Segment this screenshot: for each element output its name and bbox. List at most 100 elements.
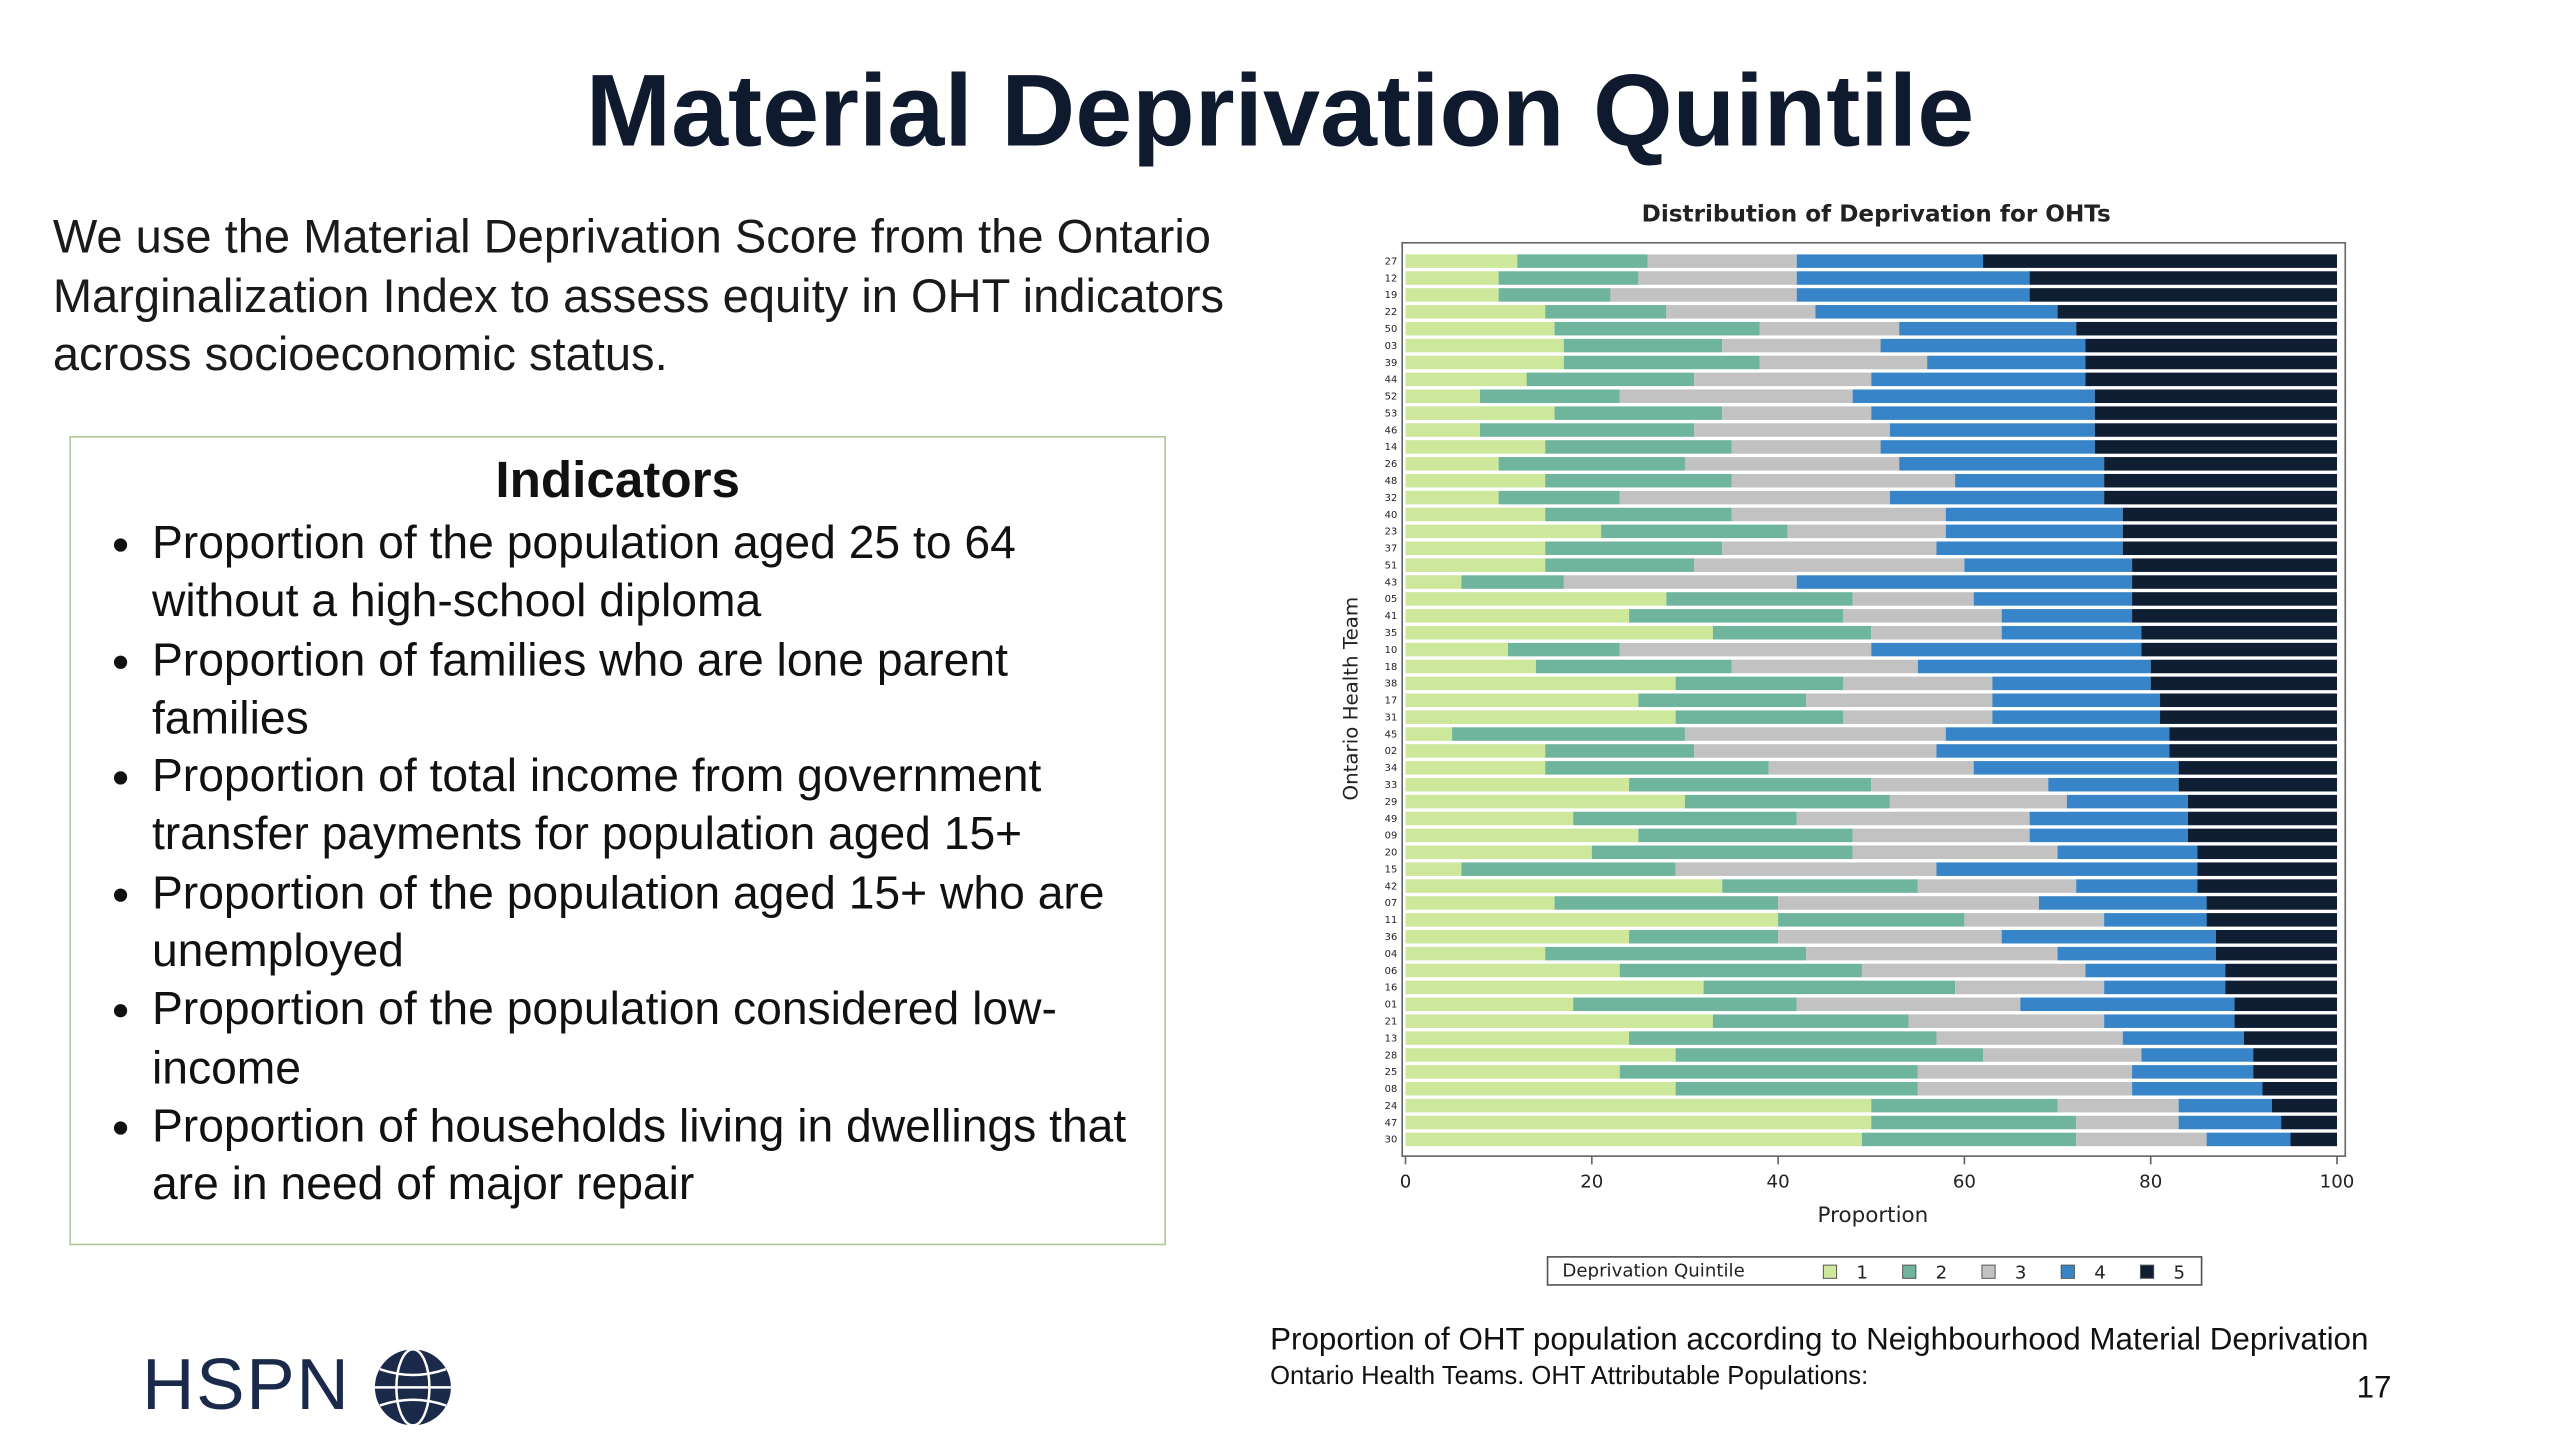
bar-segment [1871, 406, 2095, 420]
y-tick-label: 40 [1385, 510, 1398, 521]
bar-segment [1545, 761, 1769, 775]
bar-segment [2206, 913, 2338, 927]
bar-segment [2076, 1132, 2207, 1147]
bar-segment [1554, 896, 1779, 910]
bar-segment [1405, 473, 1546, 488]
logo-globe [374, 1348, 451, 1427]
bar-segment [1619, 490, 1890, 505]
bar-segment [1480, 389, 1620, 404]
bar-segment [1629, 777, 1872, 792]
bar-segment [1983, 1048, 2142, 1062]
bar-segment [1759, 321, 1900, 336]
indicator-heading: Indicators [495, 450, 741, 509]
bar-segment [2094, 440, 2338, 454]
y-tick-label: 09 [1385, 831, 1398, 842]
bar-segment [2085, 372, 2338, 387]
bar-segment [1638, 828, 1853, 843]
bar-segment [2197, 862, 2338, 876]
bar-segment [1927, 355, 2086, 370]
bar-segment [2187, 794, 2338, 809]
x-tick-label: 80 [2139, 1172, 2162, 1193]
bar-segment [1405, 828, 1639, 843]
bar-segment [1675, 1081, 1918, 1096]
bar-segment [1405, 777, 1630, 792]
y-tick-label: 18 [1385, 662, 1398, 673]
legend-box [1546, 1256, 2203, 1286]
y-tick-label: 41 [1385, 611, 1398, 622]
bar-segment [1563, 355, 1760, 370]
bar-segment [1535, 659, 1732, 674]
bar-segment [1545, 541, 1723, 556]
bar-segment [1796, 288, 2030, 302]
bar-segment [1545, 305, 1667, 319]
bar-segment [1405, 592, 1667, 606]
bar-segment [2029, 828, 2188, 843]
bar-segment [2132, 609, 2338, 623]
bar-segment [1405, 896, 1555, 910]
bar-segment [1573, 997, 1797, 1012]
bar-segment [1843, 609, 2002, 623]
y-tick-label: 35 [1385, 628, 1398, 639]
bar-segment [2225, 963, 2338, 978]
y-tick-label: 04 [1385, 949, 1398, 960]
bar-segment [1405, 1115, 1872, 1130]
legend-swatch [2139, 1264, 2155, 1279]
y-tick-label: 11 [1385, 915, 1398, 926]
bar-segment [2178, 761, 2338, 775]
caption: Proportion of OHT population according t… [1270, 1322, 2369, 1358]
bar-segment [1405, 997, 1574, 1012]
bar-segment [1675, 676, 1844, 691]
bar-segment [1554, 321, 1760, 336]
bar-segment [1936, 862, 2198, 876]
bar-segment [1405, 1132, 1862, 1147]
bar-segment [2132, 575, 2338, 589]
bar-segment [1405, 423, 1481, 437]
bar-segment [1405, 1081, 1676, 1096]
bar-segment [1405, 710, 1676, 724]
bar-segment [2085, 338, 2338, 353]
bar-segment [2057, 1098, 2179, 1113]
indicator-list: Proportion of the population aged 25 to … [71, 514, 1164, 1214]
bar-segment [2048, 777, 2179, 792]
bar-segment [1498, 288, 1611, 302]
bar-segment [2001, 625, 2142, 640]
bar-segment [1843, 710, 1993, 724]
chart-title: Distribution of Deprivation for OHTs [1642, 201, 2111, 227]
indicator-item: Proportion of total income from governme… [152, 747, 1164, 864]
bar-segment [2150, 676, 2338, 691]
bar-segment [1405, 524, 1602, 539]
bar-segment [2178, 1098, 2272, 1113]
legend-label: 5 [2174, 1262, 2186, 1283]
bar-segment [1647, 254, 1797, 268]
bar-segment [1573, 811, 1797, 826]
y-tick-label: 30 [1385, 1135, 1398, 1146]
y-tick-label: 17 [1385, 696, 1398, 707]
bar-segment [1778, 929, 2002, 944]
bar-segment [1722, 879, 1918, 893]
bar-segment [1405, 457, 1499, 471]
bar-segment [1759, 355, 1928, 370]
bar-segment [2206, 1132, 2291, 1147]
bar-segment [1796, 254, 1984, 268]
indicator-item: Proportion of families who are lone pare… [152, 630, 1164, 747]
bar-segment [2001, 929, 2216, 944]
bar-segment [1405, 254, 1518, 268]
bar-segment [1768, 761, 1974, 775]
bar-segment [1983, 254, 2338, 268]
bar-segment [1796, 271, 2030, 285]
bar-segment [1917, 879, 2077, 893]
bar-segment [1405, 659, 1536, 674]
y-tick-label: 12 [1385, 273, 1398, 284]
bar-segment [1405, 440, 1546, 454]
bar-segment [1992, 710, 2161, 724]
slide-title: Material Deprivation Quintile [585, 54, 1975, 169]
y-tick-label: 39 [1385, 358, 1398, 369]
bar-segment [1871, 625, 2002, 640]
bar-segment [2029, 288, 2338, 302]
bar-segment [1638, 693, 1807, 708]
bar-segment [1545, 946, 1807, 961]
bar-segment [1405, 558, 1546, 572]
bar-segment [2057, 845, 2198, 860]
bar-segment [1796, 575, 2133, 589]
bar-segment [1405, 1048, 1676, 1062]
